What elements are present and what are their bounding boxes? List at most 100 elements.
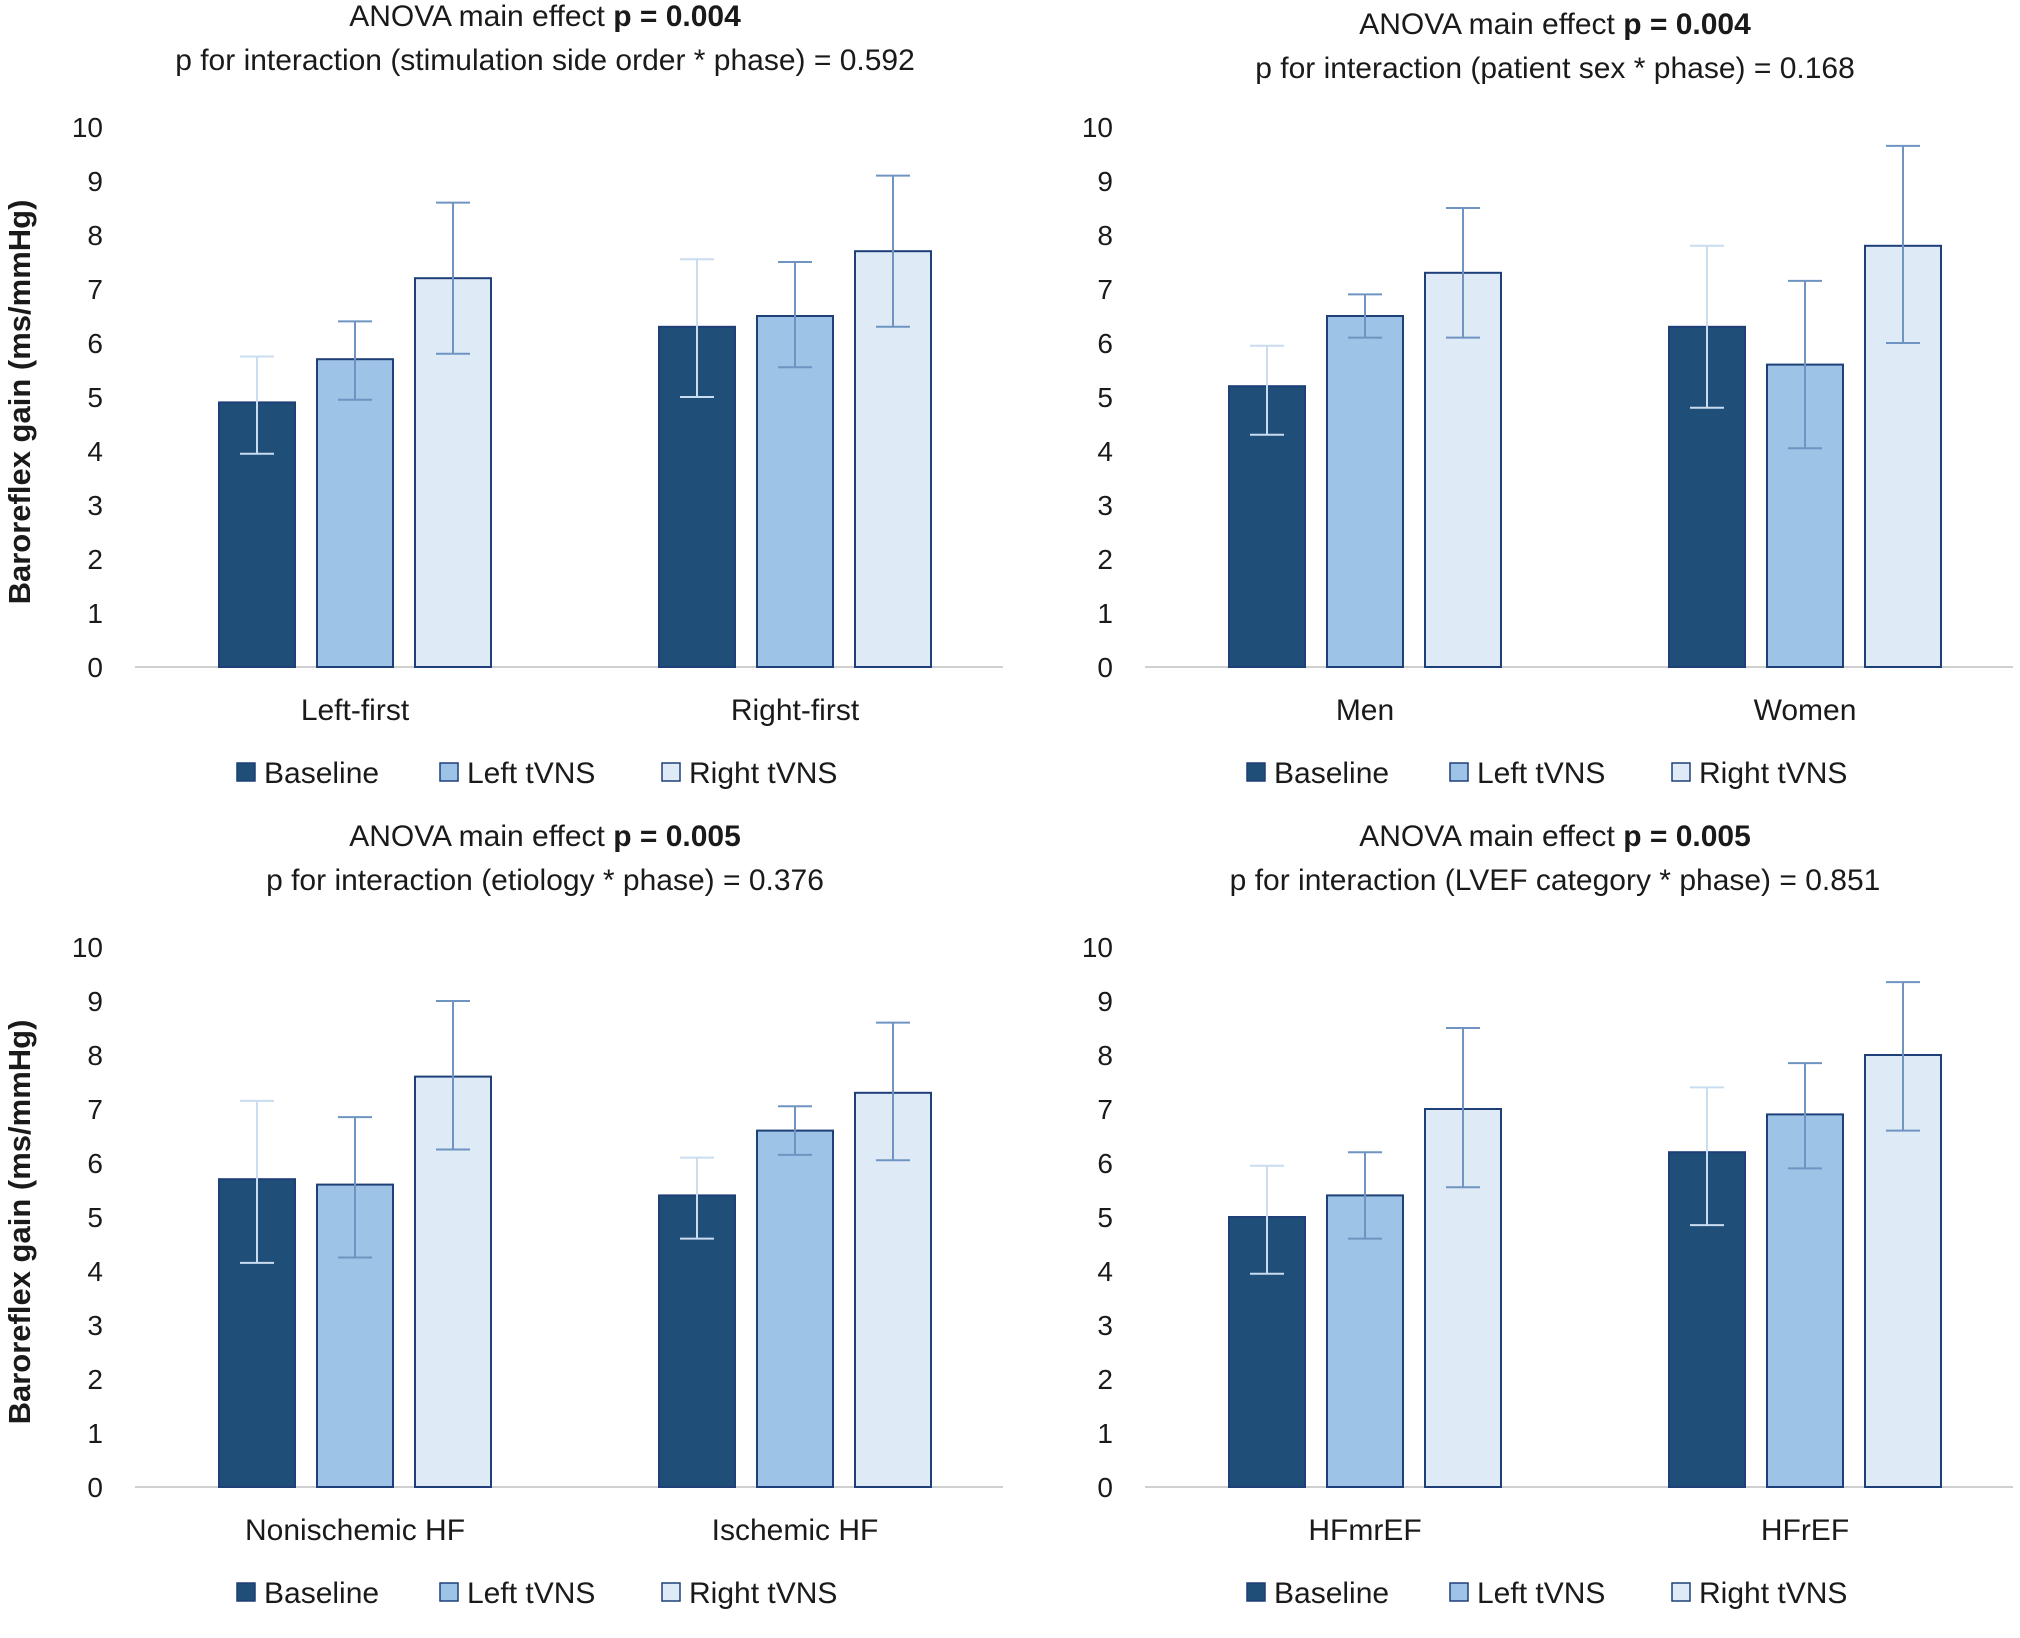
chart-title-text: ANOVA main effect [1359, 8, 1623, 41]
legend-swatch [1671, 762, 1691, 782]
legend-label: Left tVNS [1477, 757, 1605, 790]
y-tick-label: 0 [1097, 1472, 1113, 1503]
bar-left-tvns [756, 1129, 834, 1488]
legend-swatch [661, 1582, 681, 1602]
legend-swatch [439, 1582, 459, 1602]
chart-subtitle: p for interaction (etiology * phase) = 0… [266, 864, 824, 897]
legend-label: Right tVNS [1699, 757, 1847, 790]
y-tick-label: 1 [1097, 1418, 1113, 1449]
legend-swatch [1246, 1582, 1266, 1602]
bar-baseline [658, 1194, 736, 1488]
bar-chart-etiology: ANOVA main effect p = 0.005 p for interac… [2, 820, 1003, 1610]
y-tick-label: 7 [1097, 1094, 1113, 1125]
y-tick-label: 6 [87, 328, 103, 359]
legend-swatch [1246, 762, 1266, 782]
category-label: Left-first [301, 694, 410, 727]
y-tick-label: 3 [87, 1310, 103, 1341]
y-tick-label: 8 [87, 1040, 103, 1071]
bar-chart-lvef: ANOVA main effect p = 0.005 p for interac… [1082, 820, 2013, 1610]
y-tick-label: 10 [72, 932, 103, 963]
chart-title-pvalue: p = 0.005 [613, 820, 741, 853]
chart-title-text: ANOVA main effect [349, 0, 613, 33]
chart-subtitle: p for interaction (stimulation side orde… [175, 44, 915, 77]
legend-label: Baseline [264, 1577, 379, 1610]
chart-title-pvalue: p = 0.004 [1623, 8, 1751, 41]
y-tick-label: 8 [1097, 1040, 1113, 1071]
bar-baseline [1228, 385, 1306, 668]
y-tick-label: 9 [87, 986, 103, 1017]
y-tick-label: 10 [1082, 112, 1113, 143]
y-tick-label: 4 [87, 1256, 103, 1287]
y-tick-label: 1 [87, 598, 103, 629]
category-label: HFmrEF [1308, 1514, 1421, 1547]
legend-swatch [236, 1582, 256, 1602]
y-tick-label: 8 [87, 220, 103, 251]
y-axis-label: Baroreflex gain (ms/mmHg) [2, 1020, 37, 1425]
y-tick-label: 2 [87, 1364, 103, 1395]
y-tick-label: 7 [87, 1094, 103, 1125]
legend-label: Right tVNS [689, 1577, 837, 1610]
chart-subtitle: p for interaction (LVEF category * phase… [1230, 864, 1881, 897]
bar-left-tvns [316, 358, 394, 668]
y-tick-label: 1 [1097, 598, 1113, 629]
y-tick-label: 2 [87, 544, 103, 575]
chart-title: ANOVA main effect p = 0.005 [1359, 820, 1751, 853]
bar-left-tvns [1326, 1194, 1404, 1488]
y-tick-label: 8 [1097, 220, 1113, 251]
y-tick-label: 4 [1097, 436, 1113, 467]
bar-left-tvns [1766, 1113, 1844, 1488]
y-tick-label: 3 [1097, 1310, 1113, 1341]
y-axis-label: Baroreflex gain (ms/mmHg) [2, 200, 37, 605]
bar-chart-stimulation-order: ANOVA main effect p = 0.004 p for interac… [2, 0, 1003, 790]
y-tick-label: 2 [1097, 1364, 1113, 1395]
y-tick-label: 6 [1097, 1148, 1113, 1179]
chart-title-text: ANOVA main effect [1359, 820, 1623, 853]
chart-panel-etiology: ANOVA main effect p = 0.005 p for interac… [0, 820, 1010, 1638]
y-tick-label: 9 [87, 166, 103, 197]
bar-left-tvns [756, 315, 834, 668]
y-tick-label: 0 [1097, 652, 1113, 683]
legend-label: Right tVNS [1699, 1577, 1847, 1610]
chart-title: ANOVA main effect p = 0.005 [349, 820, 741, 853]
bar-chart-patient-sex: ANOVA main effect p = 0.004 p for interac… [1082, 8, 2013, 790]
y-tick-label: 10 [72, 112, 103, 143]
y-tick-label: 1 [87, 1418, 103, 1449]
y-tick-label: 5 [87, 382, 103, 413]
legend-label: Baseline [1274, 1577, 1389, 1610]
y-tick-label: 5 [87, 1202, 103, 1233]
y-tick-label: 7 [87, 274, 103, 305]
y-tick-label: 5 [1097, 1202, 1113, 1233]
y-tick-label: 10 [1082, 932, 1113, 963]
legend-swatch [661, 762, 681, 782]
chart-panel-stimulation-order: ANOVA main effect p = 0.004 p for interac… [0, 0, 1010, 820]
category-label: Nonischemic HF [245, 1514, 465, 1547]
y-tick-label: 5 [1097, 382, 1113, 413]
chart-panel-patient-sex: ANOVA main effect p = 0.004 p for interac… [1010, 0, 2020, 820]
bar-baseline [658, 325, 736, 668]
y-tick-label: 9 [1097, 166, 1113, 197]
y-tick-label: 3 [1097, 490, 1113, 521]
legend-swatch [236, 762, 256, 782]
y-tick-label: 9 [1097, 986, 1113, 1017]
chart-subtitle: p for interaction (patient sex * phase) … [1255, 52, 1855, 85]
chart-title: ANOVA main effect p = 0.004 [1359, 8, 1751, 41]
y-tick-label: 4 [1097, 1256, 1113, 1287]
y-tick-label: 2 [1097, 544, 1113, 575]
category-label: Ischemic HF [712, 1514, 879, 1547]
chart-title: ANOVA main effect p = 0.004 [349, 0, 741, 33]
y-tick-label: 7 [1097, 274, 1113, 305]
chart-title-text: ANOVA main effect [349, 820, 613, 853]
category-label: HFrEF [1761, 1514, 1849, 1547]
chart-title-pvalue: p = 0.005 [1623, 820, 1751, 853]
chart-title-pvalue: p = 0.004 [613, 0, 741, 33]
y-tick-label: 6 [1097, 328, 1113, 359]
legend-swatch [439, 762, 459, 782]
bar-left-tvns [1326, 315, 1404, 668]
legend-label: Right tVNS [689, 757, 837, 790]
legend-label: Left tVNS [1477, 1577, 1605, 1610]
legend-swatch [1449, 762, 1469, 782]
y-tick-label: 0 [87, 1472, 103, 1503]
category-label: Right-first [731, 694, 860, 727]
legend-swatch [1449, 1582, 1469, 1602]
legend-label: Left tVNS [467, 1577, 595, 1610]
